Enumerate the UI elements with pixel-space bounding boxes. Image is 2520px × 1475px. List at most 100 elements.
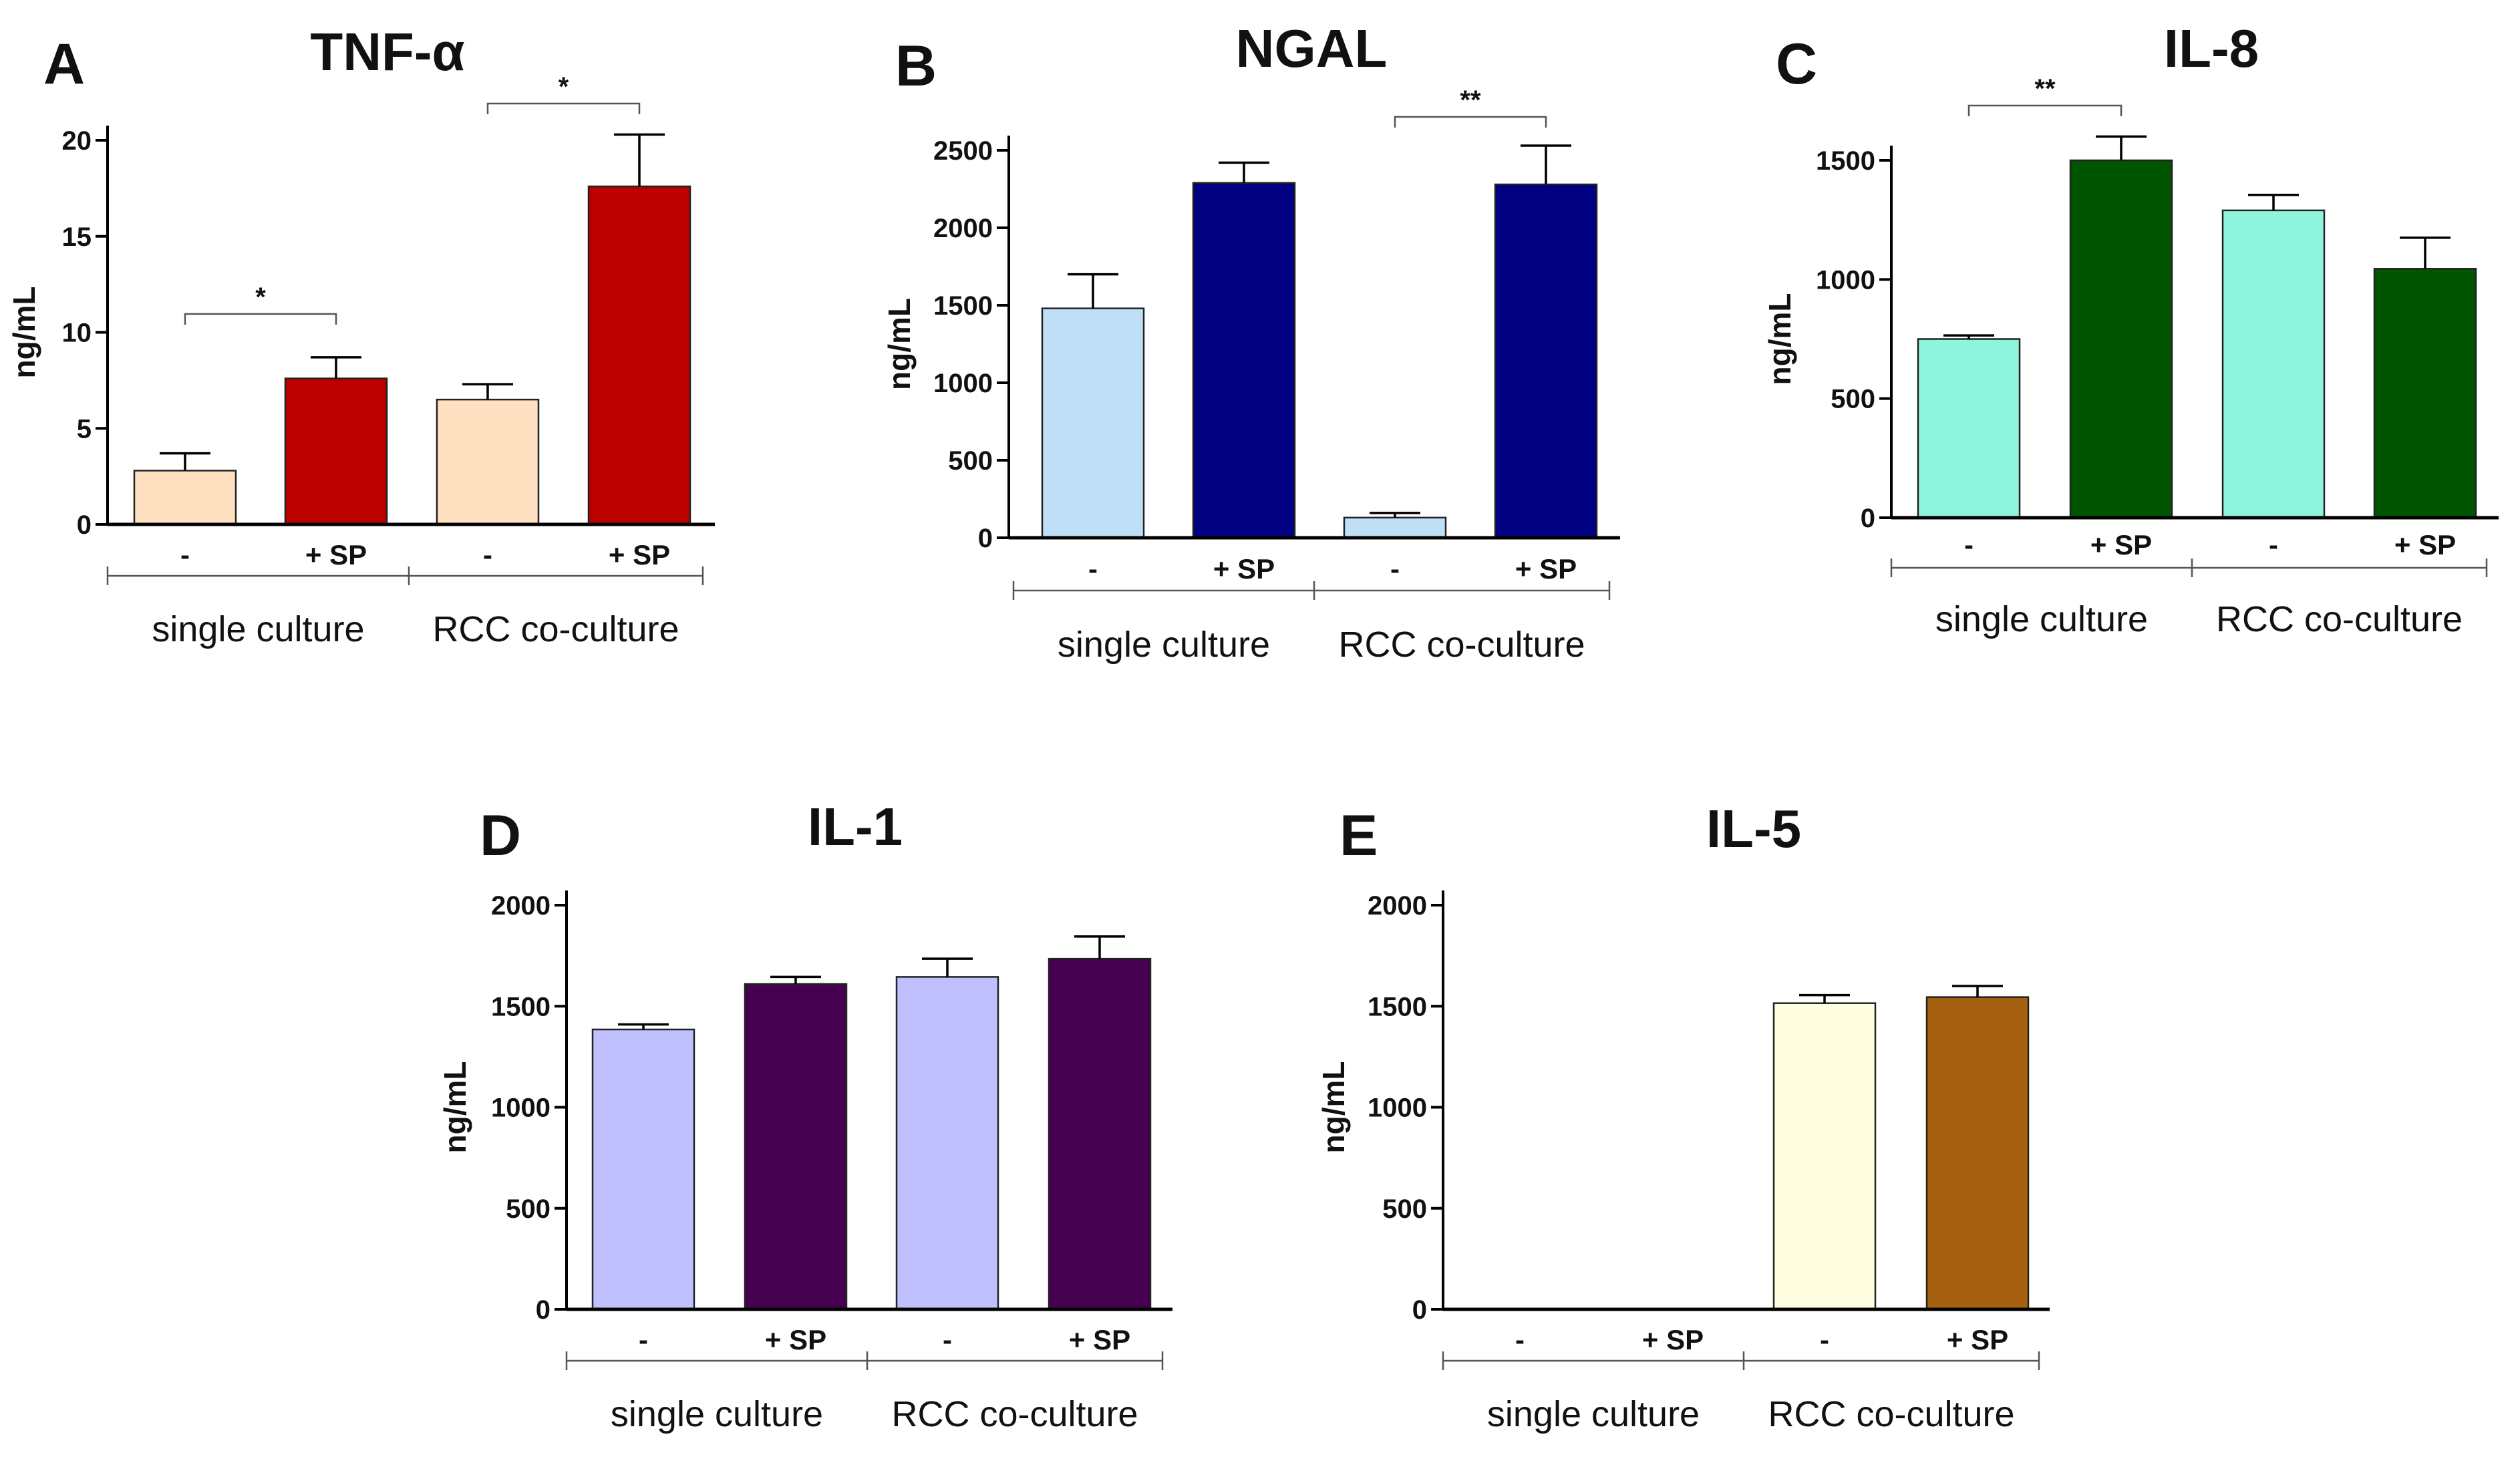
x-tick-label: - xyxy=(1515,1324,1525,1355)
x-tick-label: - xyxy=(639,1324,648,1355)
significance-bracket xyxy=(1967,104,2122,116)
panel-a: A TNF-α ng/mL 0 5 10 15 20 - + SP - + SP single cult… xyxy=(7,22,715,649)
bar xyxy=(1343,516,1447,539)
y-tick-label: 0 xyxy=(1861,504,1875,533)
y-axis-label: ng/mL xyxy=(7,287,41,379)
panel-letter: A xyxy=(43,32,85,96)
bar xyxy=(587,185,691,526)
bar xyxy=(436,398,540,526)
y-axis-label: ng/mL xyxy=(1762,293,1797,385)
x-tick-label: - xyxy=(1088,553,1098,585)
panel-d: D IL-1 ng/mL 0 500 1000 1500 2000 - + SP - + SP sing… xyxy=(438,797,1172,1434)
bar xyxy=(895,976,999,1311)
y-tick-label: 1500 xyxy=(933,291,993,321)
panel-title: IL-5 xyxy=(1706,799,1801,858)
group-label: RCC co-culture xyxy=(432,609,679,649)
significance-bracket xyxy=(184,313,337,325)
group-label: RCC co-culture xyxy=(1338,625,1585,665)
y-tick-label: 1500 xyxy=(491,992,550,1021)
bar xyxy=(133,470,237,526)
significance-label: * xyxy=(559,72,569,102)
panel-letter: C xyxy=(1776,32,1817,96)
x-tick-label: + SP xyxy=(1947,1324,2008,1355)
bar xyxy=(284,377,388,526)
x-tick-label: + SP xyxy=(765,1324,826,1355)
y-tick-label: 10 xyxy=(62,319,92,348)
y-tick-label: 0 xyxy=(77,510,92,540)
y-tick-label: 1000 xyxy=(933,369,993,398)
bar xyxy=(1048,957,1152,1311)
y-tick-label: 20 xyxy=(62,126,92,156)
group-label: RCC co-culture xyxy=(1768,1394,2014,1434)
significance-label: ** xyxy=(2034,74,2056,104)
group-label: RCC co-culture xyxy=(2216,599,2463,639)
y-tick-label: 500 xyxy=(506,1194,550,1224)
group-label: single culture xyxy=(1487,1394,1700,1434)
x-tick-label: - xyxy=(1964,529,1974,560)
significance-bracket xyxy=(486,102,641,114)
y-tick-label: 0 xyxy=(978,524,993,553)
x-tick-label: - xyxy=(180,539,190,570)
x-tick-label: + SP xyxy=(1213,553,1275,585)
panel-title: TNF-α xyxy=(310,22,464,81)
x-tick-label: + SP xyxy=(2090,529,2152,560)
x-tick-label: - xyxy=(943,1324,952,1355)
x-tick-label: - xyxy=(1390,553,1400,585)
y-tick-label: 500 xyxy=(1831,385,1875,414)
x-tick-label: + SP xyxy=(1642,1324,1704,1355)
x-tick-label: + SP xyxy=(1069,1324,1130,1355)
panel-title: NGAL xyxy=(1236,19,1388,78)
bar xyxy=(2373,268,2477,519)
y-tick-label: 2000 xyxy=(491,891,550,921)
group-label: single culture xyxy=(1058,625,1270,665)
y-axis-label: ng/mL xyxy=(438,1061,472,1154)
y-tick-label: 1500 xyxy=(1816,146,1875,176)
panel-letter: E xyxy=(1340,804,1378,868)
significance-bracket xyxy=(1394,116,1547,128)
y-tick-label: 1500 xyxy=(1368,992,1427,1021)
y-tick-label: 2000 xyxy=(933,214,993,243)
y-tick-label: 2000 xyxy=(1368,891,1427,921)
bar xyxy=(744,983,848,1311)
significance-label: * xyxy=(255,283,266,312)
y-tick-label: 0 xyxy=(536,1295,550,1325)
y-tick-label: 1000 xyxy=(491,1094,550,1123)
x-tick-label: - xyxy=(2269,529,2278,560)
bar xyxy=(1192,182,1296,539)
x-tick-label: - xyxy=(1820,1324,1829,1355)
x-tick-label: + SP xyxy=(1515,553,1577,585)
y-tick-label: 5 xyxy=(77,414,92,444)
y-axis-label: ng/mL xyxy=(882,298,917,390)
y-axis-label: ng/mL xyxy=(1316,1061,1351,1154)
y-tick-label: 1000 xyxy=(1368,1094,1427,1123)
panel-letter: B xyxy=(895,34,937,98)
group-label: single culture xyxy=(611,1394,823,1434)
x-tick-label: + SP xyxy=(609,539,670,570)
bar xyxy=(1925,996,2030,1311)
bar xyxy=(2069,159,2173,519)
y-tick-label: 1000 xyxy=(1816,265,1875,295)
bar xyxy=(2221,209,2326,519)
bar xyxy=(1917,338,2021,519)
significance-label: ** xyxy=(1460,86,1481,115)
panel-b: B NGAL ng/mL 0 500 1000 1500 2000 2500 - + SP - + SP… xyxy=(882,19,1620,665)
y-tick-label: 500 xyxy=(1382,1194,1427,1224)
y-tick-label: 0 xyxy=(1412,1295,1427,1325)
group-label: single culture xyxy=(1935,599,2148,639)
panel-e: E IL-5 ng/mL 0 500 1000 1500 2000 - + SP - + SP sing… xyxy=(1316,799,2050,1434)
y-tick-label: 500 xyxy=(948,446,993,476)
panel-letter: D xyxy=(480,804,521,868)
bar xyxy=(591,1028,695,1311)
group-label: single culture xyxy=(152,609,364,649)
y-tick-label: 15 xyxy=(62,222,92,252)
y-tick-label: 2500 xyxy=(933,136,993,166)
bar xyxy=(1041,307,1145,539)
bar xyxy=(1494,183,1598,539)
group-label: RCC co-culture xyxy=(891,1394,1138,1434)
x-tick-label: + SP xyxy=(305,539,367,570)
x-tick-label: - xyxy=(483,539,492,570)
x-tick-label: + SP xyxy=(2394,529,2456,560)
panel-title: IL-1 xyxy=(808,797,903,856)
bar xyxy=(1772,1002,1877,1311)
